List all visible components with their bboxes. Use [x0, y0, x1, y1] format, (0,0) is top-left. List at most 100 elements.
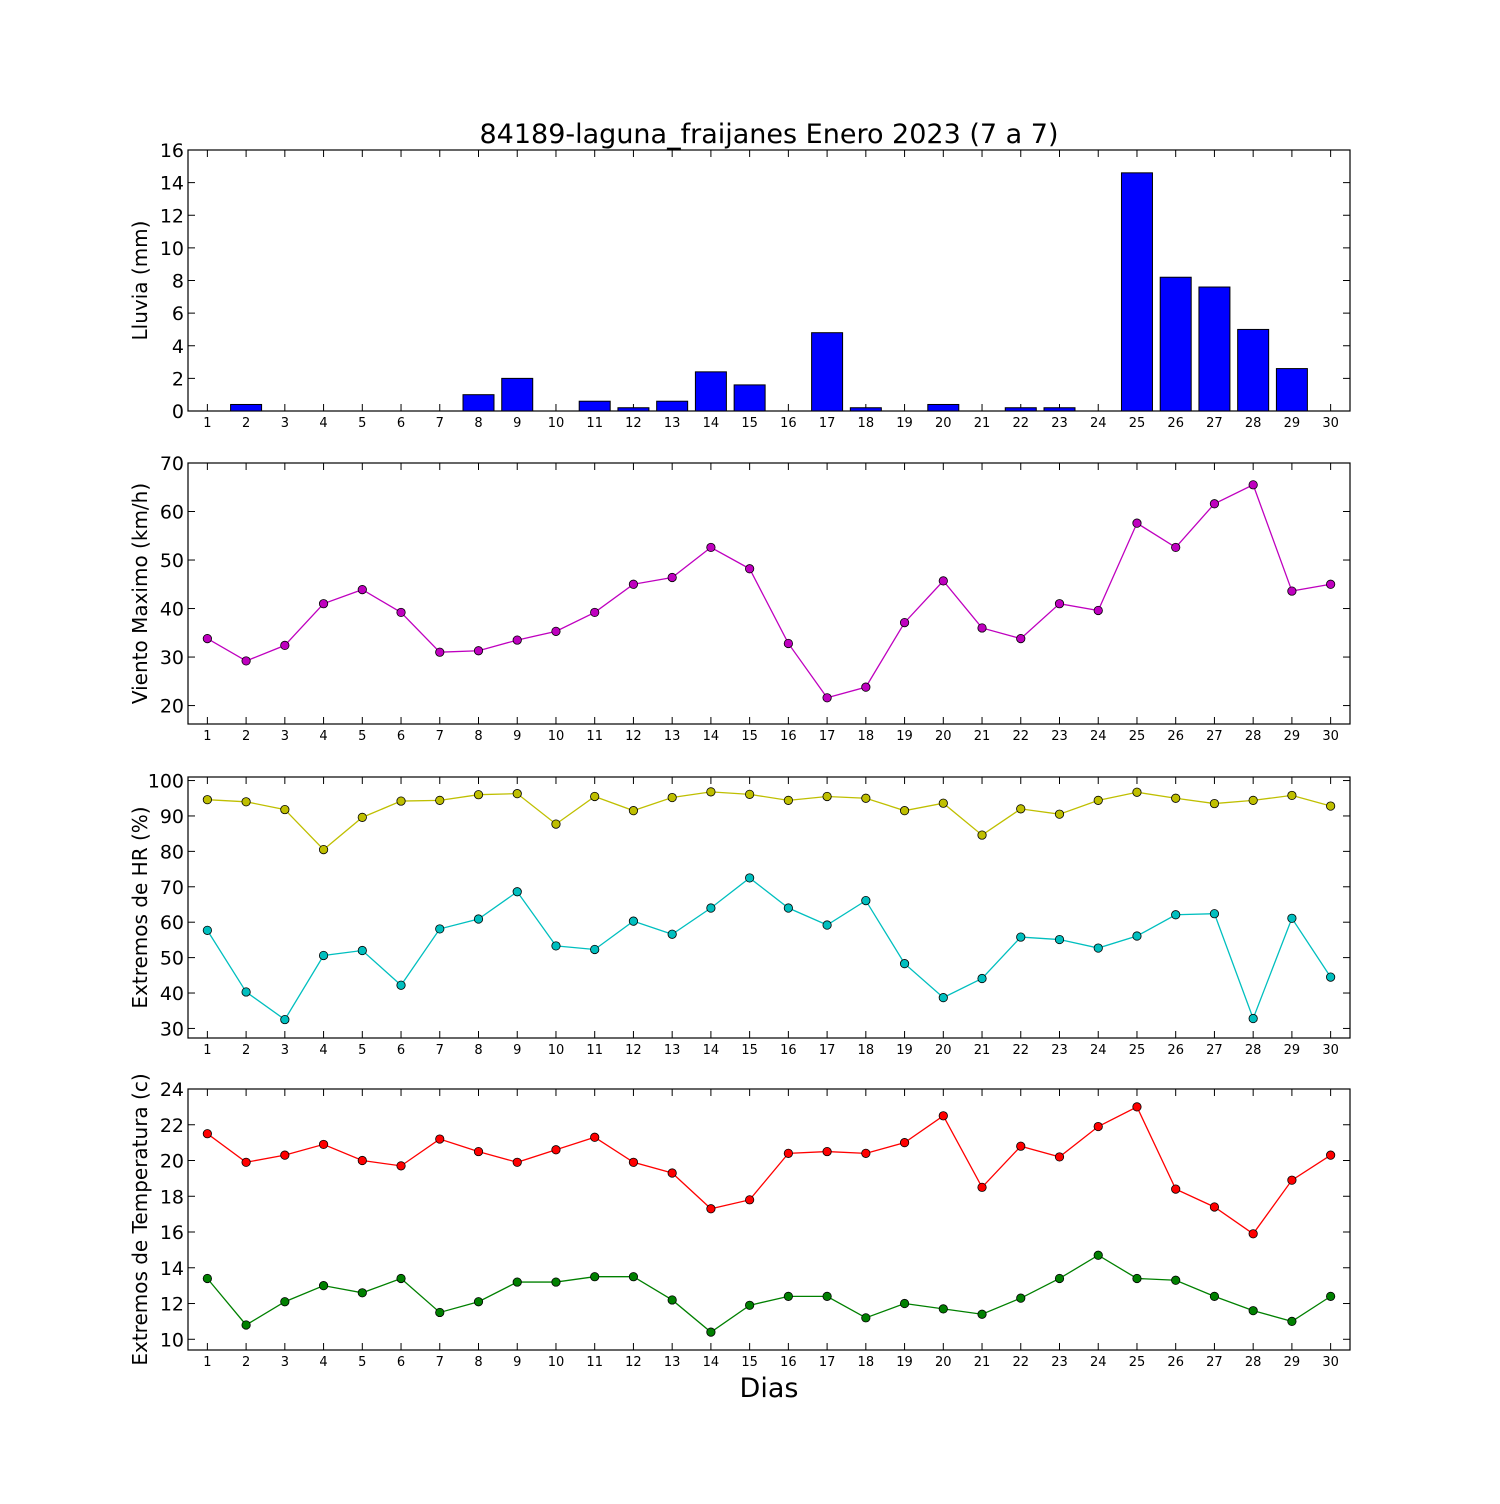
x-tick-label: 28 — [1245, 1043, 1262, 1058]
x-tick-label: 16 — [780, 1043, 797, 1058]
x-tick-label: 18 — [858, 1355, 875, 1370]
data-point — [783, 1291, 793, 1301]
x-tick-label: 28 — [1245, 1355, 1262, 1370]
data-point — [202, 1273, 212, 1284]
x-tick-label: 13 — [664, 1355, 681, 1370]
x-tick-label: 13 — [664, 416, 681, 431]
x-tick-label: 10 — [548, 729, 565, 744]
plot-frame — [187, 462, 1351, 725]
data-point — [280, 640, 290, 651]
data-point — [1093, 1250, 1103, 1260]
y-tick-label: 18 — [160, 1186, 184, 1208]
x-tick-label: 30 — [1322, 1355, 1339, 1370]
x-tick-label: 4 — [319, 729, 327, 744]
x-tick-label: 7 — [436, 416, 444, 431]
x-tick-label: 18 — [858, 1043, 875, 1058]
x-tick-label: 26 — [1167, 1355, 1184, 1370]
data-point — [628, 1157, 639, 1167]
data-point — [745, 873, 755, 883]
x-tick-label: 25 — [1129, 729, 1146, 744]
data-point — [1132, 931, 1142, 941]
x-tick-label: 13 — [664, 729, 681, 744]
bar — [849, 407, 882, 412]
y-tick-label: 40 — [160, 983, 184, 1005]
y-tick-label: 22 — [160, 1115, 184, 1137]
series-line-2 — [206, 877, 1332, 1021]
data-point — [318, 1139, 329, 1150]
x-tick-label: 21 — [974, 416, 991, 431]
data-point — [1248, 1306, 1258, 1316]
bar — [811, 332, 844, 412]
data-point — [512, 1157, 522, 1167]
data-point — [590, 1272, 600, 1282]
x-tick-label: 14 — [703, 729, 720, 744]
data-point — [783, 795, 793, 805]
x-tick-label: 23 — [1051, 416, 1068, 431]
y-tick-label: 4 — [172, 336, 184, 358]
y-tick-label: 30 — [160, 1018, 184, 1040]
data-point — [899, 806, 910, 816]
data-point — [938, 1111, 948, 1121]
data-point — [473, 790, 484, 800]
bar — [501, 377, 534, 412]
data-point — [435, 924, 445, 934]
data-point — [706, 787, 716, 797]
y-tick-label: 8 — [172, 271, 184, 293]
x-tick-label: 13 — [664, 1043, 681, 1058]
data-point — [396, 1273, 406, 1284]
x-tick-label: 19 — [896, 416, 913, 431]
x-tick-label: 21 — [974, 1043, 991, 1058]
data-point — [357, 945, 367, 956]
bar — [733, 384, 766, 412]
x-tick-label: 12 — [625, 416, 642, 431]
data-point — [1016, 1141, 1026, 1151]
data-point — [938, 576, 948, 586]
x-tick-label: 19 — [896, 1043, 913, 1058]
data-point — [861, 682, 871, 692]
data-point — [396, 1161, 406, 1171]
x-tick-label: 11 — [586, 729, 603, 744]
y-axis-label: Extremos de Temperatura (c) — [128, 1073, 152, 1365]
x-tick-label: 20 — [935, 1355, 952, 1370]
data-point — [512, 887, 522, 897]
data-point — [1132, 1273, 1142, 1284]
data-point — [667, 1295, 677, 1305]
x-tick-label: 18 — [858, 729, 875, 744]
data-point — [628, 806, 639, 816]
x-tick-label: 19 — [896, 729, 913, 744]
data-point — [628, 916, 639, 926]
y-axis-label: Extremos de HR (%) — [128, 806, 152, 1008]
data-point — [202, 925, 212, 935]
data-point — [1209, 499, 1220, 509]
x-tick-label: 2 — [242, 729, 250, 744]
x-tick-label: 9 — [513, 729, 521, 744]
bar — [578, 400, 611, 412]
data-point — [822, 1146, 832, 1157]
y-tick-label: 14 — [160, 173, 184, 195]
data-point — [280, 1150, 290, 1160]
series-line-1 — [207, 483, 1331, 699]
data-point — [473, 646, 484, 656]
data-point — [318, 599, 329, 609]
x-axis-label: Dias — [740, 1373, 799, 1404]
x-tick-label: 22 — [1012, 1043, 1029, 1058]
y-tick-label: 0 — [172, 401, 184, 423]
x-tick-label: 10 — [548, 1043, 565, 1058]
x-tick-label: 5 — [358, 416, 366, 431]
x-tick-label: 6 — [397, 729, 405, 744]
data-point — [357, 1288, 367, 1298]
x-tick-label: 12 — [625, 1355, 642, 1370]
data-point — [1287, 790, 1297, 801]
data-point — [861, 1148, 871, 1158]
data-point — [783, 638, 793, 649]
bar — [462, 394, 495, 412]
x-tick-label: 7 — [436, 1043, 444, 1058]
data-point — [1326, 1150, 1336, 1160]
x-tick-label: 5 — [358, 1043, 366, 1058]
data-point — [512, 789, 522, 799]
x-tick-label: 6 — [397, 416, 405, 431]
data-point — [938, 1304, 948, 1314]
data-point — [473, 1146, 484, 1157]
